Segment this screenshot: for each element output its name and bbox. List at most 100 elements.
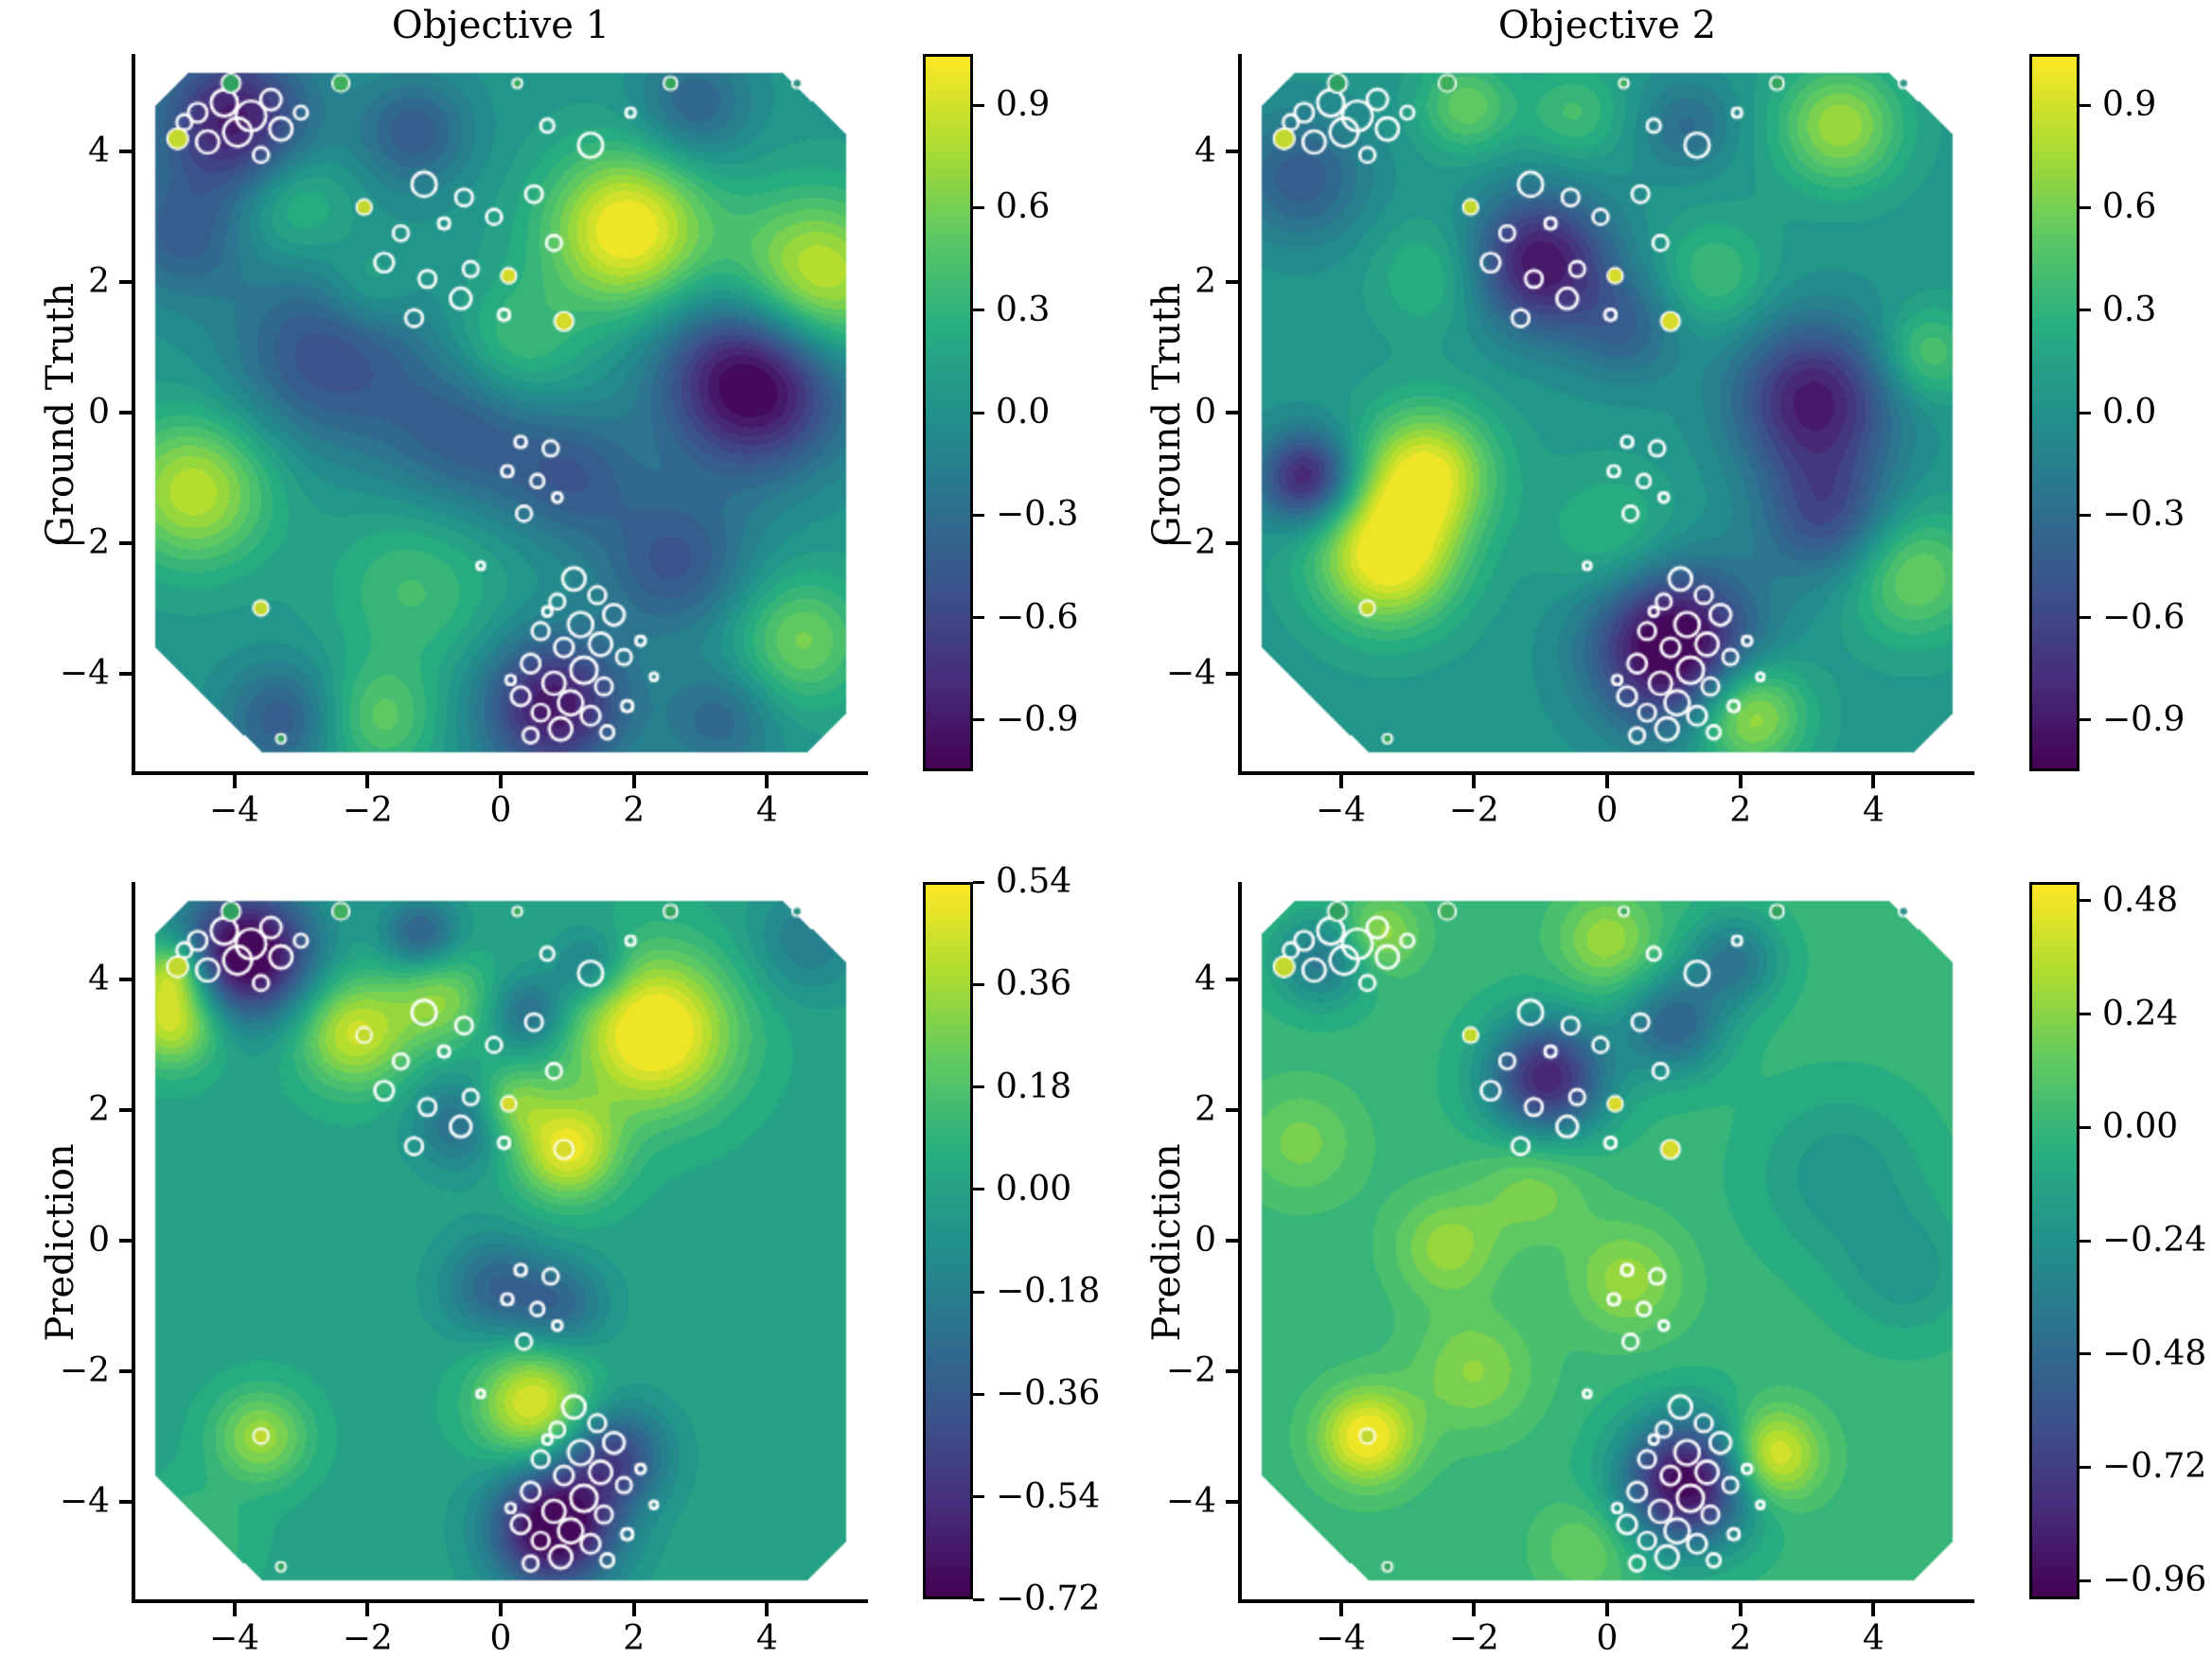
- y-tick-label: 2: [88, 262, 110, 302]
- x-tick-label: 0: [1596, 791, 1619, 830]
- colorbar-tick-mark: [2079, 309, 2091, 312]
- y-axis-spine: [1238, 882, 1242, 1603]
- x-tick-mark: [1338, 1603, 1343, 1616]
- x-tick-mark: [499, 775, 503, 788]
- y-tick-mark: [1226, 411, 1239, 414]
- panel-title: Objective 1: [391, 4, 611, 47]
- colorbar-tick-label: −0.54: [996, 1476, 1101, 1516]
- y-tick-label: −2: [59, 1350, 110, 1390]
- colorbar-tick-mark: [2079, 899, 2091, 903]
- colorbar-tick-mark: [2079, 718, 2091, 722]
- colorbar-tick-label: −0.9: [2102, 699, 2185, 739]
- colorbar-tick-mark: [2079, 1125, 2091, 1129]
- colorbar: [2029, 882, 2079, 1599]
- y-tick-mark: [119, 411, 133, 414]
- x-tick-label: 2: [1729, 791, 1752, 830]
- contour-plot-canvas: [134, 882, 867, 1599]
- colorbar-tick-label: −0.72: [2102, 1447, 2207, 1487]
- colorbar-tick-label: 0.00: [2102, 1107, 2179, 1147]
- colorbar-tick-mark: [2079, 205, 2091, 209]
- y-tick-mark: [1226, 671, 1239, 676]
- y-tick-mark: [119, 1368, 133, 1373]
- x-tick-mark: [365, 1603, 370, 1616]
- x-tick-mark: [631, 775, 636, 788]
- y-tick-label: 0: [1194, 1221, 1216, 1260]
- x-tick-mark: [499, 1603, 503, 1616]
- colorbar-tick-label: 0.24: [2102, 994, 2179, 1033]
- colorbar-tick-mark: [973, 616, 984, 620]
- colorbar-tick-mark: [973, 103, 984, 107]
- y-tick-label: −2: [1165, 1350, 1216, 1390]
- x-tick-mark: [1871, 775, 1876, 788]
- colorbar-tick-label: −0.96: [2102, 1561, 2207, 1600]
- colorbar-tick-mark: [973, 1495, 984, 1499]
- colorbar-tick-mark: [973, 205, 984, 209]
- x-tick-label: −2: [1448, 1619, 1499, 1658]
- colorbar-tick-mark: [973, 411, 984, 414]
- x-tick-mark: [1605, 1603, 1609, 1616]
- y-tick-label: 0: [88, 1221, 110, 1260]
- colorbar-tick-mark: [2079, 103, 2091, 107]
- colorbar-tick-label: 0.6: [2102, 187, 2157, 227]
- y-tick-mark: [1226, 1108, 1239, 1113]
- x-axis-spine: [132, 771, 868, 775]
- colorbar: [923, 54, 973, 771]
- y-tick-label: −2: [59, 522, 110, 562]
- x-tick-mark: [765, 1603, 770, 1616]
- y-tick-label: −2: [1165, 522, 1216, 562]
- y-axis-spine: [132, 882, 135, 1603]
- y-tick-label: 4: [88, 132, 110, 171]
- x-tick-label: −4: [208, 791, 260, 830]
- x-tick-mark: [365, 775, 370, 788]
- colorbar-tick-mark: [973, 1188, 984, 1191]
- colorbar-tick-label: 0.18: [996, 1067, 1072, 1106]
- x-axis-spine: [1238, 1599, 1974, 1603]
- colorbar-tick-label: 0.00: [996, 1169, 1072, 1208]
- colorbar: [923, 882, 973, 1599]
- y-tick-label: 2: [1194, 1090, 1216, 1130]
- panel-ground-truth-objective-2: Objective 2 Ground Truth −4 −2 0 2 4 4 2 0 −2 −4 0…: [1106, 0, 2212, 830]
- colorbar-tick-mark: [973, 718, 984, 722]
- x-tick-mark: [1871, 1603, 1876, 1616]
- x-axis-spine: [132, 1599, 868, 1603]
- y-tick-label: −4: [59, 1481, 110, 1521]
- contour-plot-canvas: [1241, 54, 1973, 771]
- x-tick-label: 0: [489, 1619, 512, 1658]
- x-tick-label: 2: [623, 1619, 646, 1658]
- y-tick-mark: [119, 540, 133, 545]
- y-tick-mark: [119, 978, 133, 982]
- colorbar-tick-label: 0.3: [2102, 290, 2157, 329]
- y-tick-label: −4: [1165, 653, 1216, 693]
- x-tick-label: −4: [208, 1619, 260, 1658]
- x-tick-mark: [1738, 1603, 1743, 1616]
- colorbar-tick-label: 0.9: [2102, 85, 2157, 125]
- x-tick-label: 0: [1596, 1619, 1619, 1658]
- y-tick-mark: [1226, 1368, 1239, 1373]
- y-tick-mark: [1226, 150, 1239, 154]
- colorbar-tick-mark: [2079, 1579, 2091, 1582]
- colorbar-tick-mark: [2079, 513, 2091, 517]
- colorbar-tick-mark: [2079, 616, 2091, 620]
- y-tick-label: 0: [88, 393, 110, 432]
- y-tick-mark: [119, 1108, 133, 1113]
- x-tick-mark: [1472, 775, 1477, 788]
- colorbar-tick-mark: [2079, 1465, 2091, 1469]
- y-tick-mark: [119, 1499, 133, 1504]
- colorbar-tick-label: −0.6: [996, 597, 1079, 637]
- x-tick-label: −2: [1448, 791, 1499, 830]
- colorbar-tick-label: 0.3: [996, 290, 1051, 329]
- panel-title: Objective 2: [1497, 4, 1717, 47]
- y-tick-mark: [1226, 1499, 1239, 1504]
- y-axis-spine: [1238, 54, 1242, 775]
- x-tick-label: −4: [1315, 791, 1367, 830]
- y-tick-mark: [1226, 1239, 1239, 1243]
- colorbar-tick-mark: [973, 1597, 984, 1601]
- x-tick-mark: [1738, 775, 1743, 788]
- y-tick-label: 2: [1194, 262, 1216, 302]
- y-tick-mark: [1226, 978, 1239, 982]
- colorbar-tick-label: −0.3: [2102, 495, 2185, 535]
- y-tick-label: 2: [88, 1090, 110, 1130]
- colorbar-tick-label: −0.9: [996, 699, 1079, 739]
- x-tick-label: −4: [1315, 1619, 1367, 1658]
